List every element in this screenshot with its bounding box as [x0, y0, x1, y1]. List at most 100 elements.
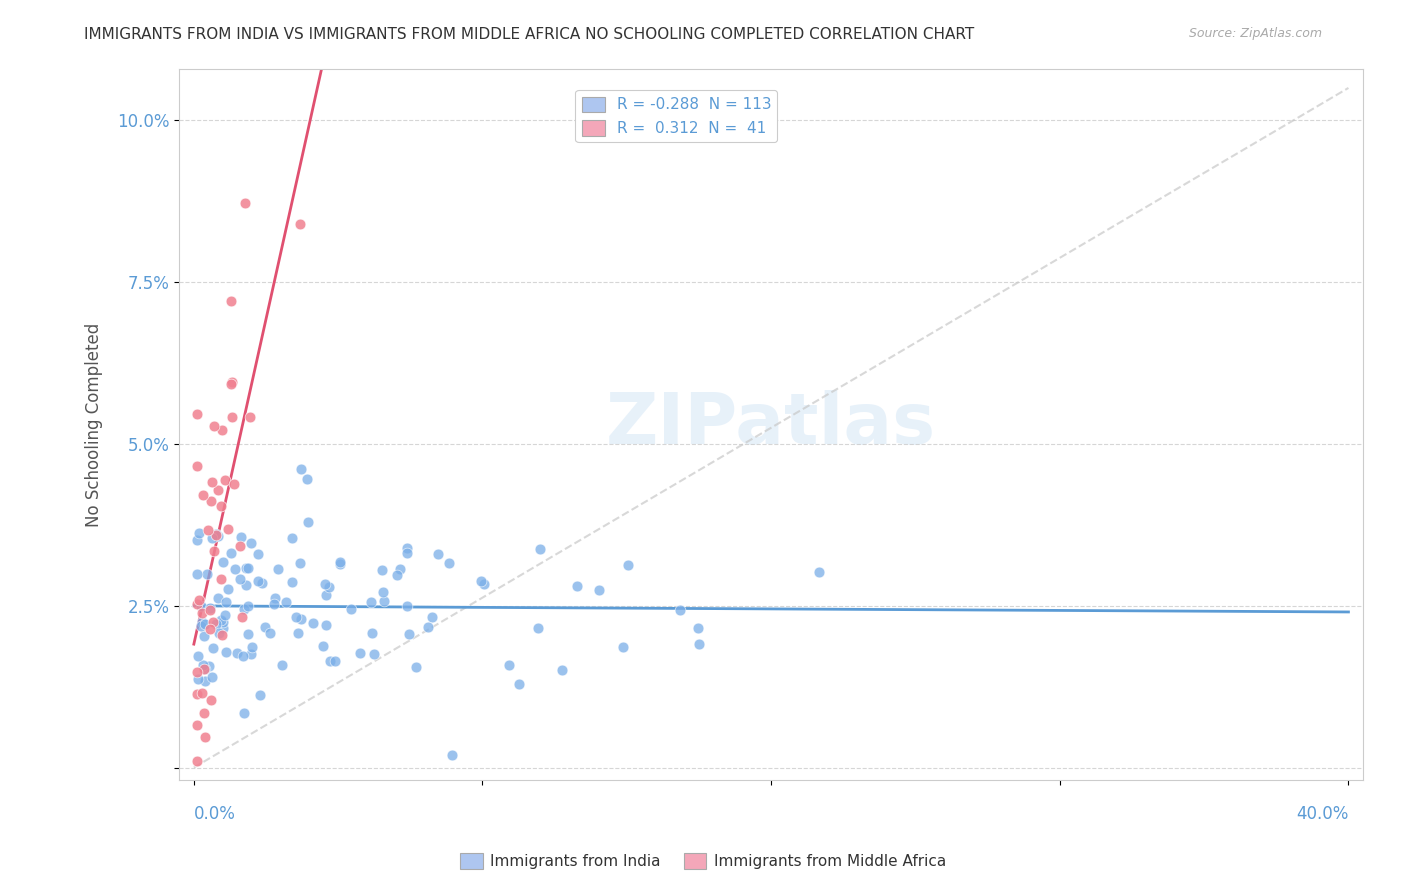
Point	[389, 562, 412, 576]
Point	[215, 595, 238, 609]
Point	[398, 627, 420, 641]
Point	[193, 629, 215, 643]
Point	[194, 730, 217, 744]
Point	[395, 599, 418, 614]
Point	[290, 217, 312, 231]
Point	[617, 558, 640, 573]
Point	[385, 567, 408, 582]
Point	[281, 575, 304, 590]
Point	[301, 616, 323, 631]
Point	[193, 706, 215, 720]
Point	[207, 483, 229, 497]
Point	[565, 579, 588, 593]
Point	[186, 754, 208, 768]
Point	[232, 648, 254, 663]
Point	[240, 640, 263, 655]
Point	[211, 423, 233, 437]
Point	[219, 377, 242, 392]
Point	[194, 673, 217, 688]
Text: Source: ZipAtlas.com: Source: ZipAtlas.com	[1188, 27, 1322, 40]
Point	[259, 625, 281, 640]
Point	[202, 615, 225, 629]
Point	[426, 547, 449, 561]
Point	[363, 647, 385, 661]
Point	[249, 689, 271, 703]
Point	[323, 655, 346, 669]
Point	[222, 476, 245, 491]
Point	[405, 660, 427, 674]
Point	[288, 556, 311, 570]
Point	[396, 541, 419, 555]
Point	[239, 535, 262, 549]
Point	[551, 663, 574, 677]
Point	[498, 657, 520, 672]
Point	[207, 591, 229, 605]
Point	[232, 706, 254, 720]
Point	[187, 672, 209, 686]
Point	[266, 562, 288, 576]
Point	[217, 582, 239, 597]
Point	[263, 598, 285, 612]
Point	[205, 528, 228, 542]
Point	[197, 659, 219, 673]
Point	[440, 747, 463, 762]
Point	[508, 676, 530, 690]
Point	[235, 561, 257, 575]
Point	[191, 615, 214, 629]
Point	[250, 575, 273, 590]
Point	[329, 555, 352, 569]
Point	[360, 595, 382, 609]
Text: 0.0%: 0.0%	[194, 805, 236, 823]
Point	[204, 527, 226, 541]
Point	[193, 657, 215, 672]
Legend: Immigrants from India, Immigrants from Middle Africa: Immigrants from India, Immigrants from M…	[454, 847, 952, 875]
Point	[194, 662, 217, 676]
Point	[315, 618, 337, 632]
Point	[186, 407, 208, 421]
Point	[274, 595, 297, 609]
Point	[190, 619, 212, 633]
Point	[197, 523, 219, 537]
Text: 40.0%: 40.0%	[1296, 805, 1348, 823]
Point	[314, 577, 336, 591]
Point	[231, 610, 253, 624]
Text: ZIPatlas: ZIPatlas	[606, 390, 936, 459]
Point	[319, 654, 342, 668]
Point	[226, 646, 249, 660]
Point	[689, 636, 711, 650]
Point	[588, 583, 610, 598]
Point	[211, 620, 233, 634]
Point	[360, 625, 382, 640]
Point	[187, 526, 209, 541]
Point	[318, 580, 340, 594]
Point	[526, 621, 548, 635]
Point	[233, 196, 256, 211]
Point	[238, 599, 260, 613]
Point	[371, 585, 394, 599]
Y-axis label: No Schooling Completed: No Schooling Completed	[86, 322, 103, 526]
Point	[287, 625, 309, 640]
Point	[214, 608, 236, 623]
Point	[253, 620, 276, 634]
Point	[246, 547, 269, 561]
Point	[228, 572, 250, 586]
Point	[217, 522, 239, 536]
Point	[229, 539, 252, 553]
Point	[186, 665, 208, 680]
Point	[437, 556, 460, 570]
Point	[373, 594, 395, 608]
Point	[188, 593, 211, 607]
Point	[186, 597, 208, 611]
Point	[194, 617, 217, 632]
Point	[231, 530, 253, 544]
Point	[290, 612, 312, 626]
Point	[201, 531, 224, 545]
Point	[472, 577, 495, 591]
Point	[312, 639, 335, 653]
Point	[190, 599, 212, 613]
Point	[285, 610, 308, 624]
Point	[200, 601, 222, 615]
Point	[221, 546, 243, 560]
Point	[209, 499, 232, 513]
Point	[215, 645, 238, 659]
